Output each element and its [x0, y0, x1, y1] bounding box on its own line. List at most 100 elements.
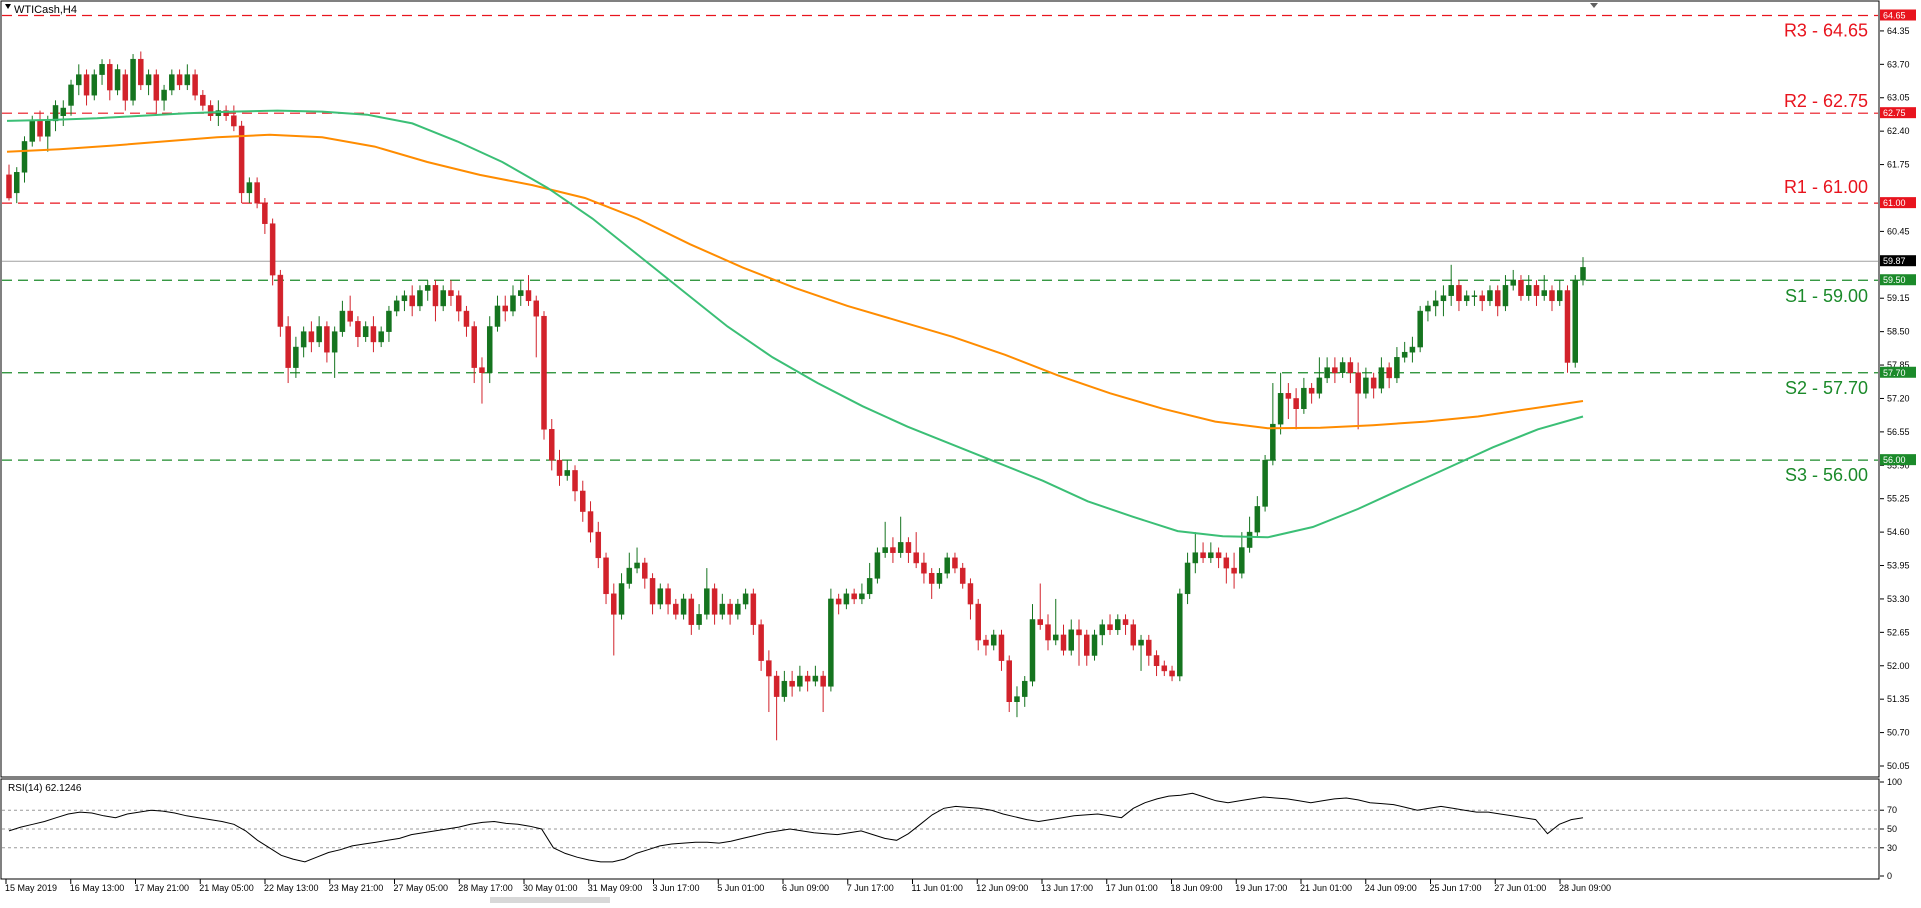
candle-body [1518, 279, 1524, 296]
time-tick-label: 28 Jun 09:00 [1559, 883, 1611, 893]
candle-body [1029, 619, 1036, 682]
candle-body [1177, 593, 1183, 677]
price-tick-label: 57.20 [1887, 393, 1910, 403]
level-price-tag [1880, 9, 1916, 21]
candle-body [921, 562, 927, 574]
chart-title: WTICash,H4 [5, 4, 77, 16]
candle-body [1169, 670, 1175, 677]
candle-body [184, 74, 191, 86]
candle-body [76, 74, 82, 86]
candle-body [1115, 619, 1121, 631]
candle-body [440, 290, 446, 307]
candle-body [138, 58, 144, 86]
support-resistance-levels [2, 14, 1878, 461]
candle-body [424, 285, 431, 291]
candle-body [122, 74, 129, 101]
time-tick-label: 7 Jun 17:00 [847, 883, 894, 893]
candle-body [246, 182, 253, 194]
candle-body [1386, 367, 1392, 379]
candle-body [626, 567, 633, 584]
candle-body [6, 174, 12, 199]
candle-body [595, 531, 602, 559]
candle-body [432, 285, 439, 307]
candle-body [913, 552, 919, 564]
candle-body [200, 94, 206, 106]
price-pane: R3 - 64.65 R2 - 62.75 R1 - 61.00 S1 - 59.00… [0, 0, 1916, 778]
moving-average-orange [6, 133, 1584, 430]
candle-body [161, 89, 167, 101]
level-label: S3 - 56.00 [1785, 465, 1868, 485]
candle-body [750, 593, 757, 625]
candle-body [657, 588, 664, 605]
candle-body [386, 310, 392, 332]
time-tick-label: 30 May 01:00 [523, 883, 578, 893]
candle-body [1021, 680, 1028, 697]
candle-body [1394, 357, 1400, 379]
candle-body [1308, 387, 1315, 394]
candle-body [866, 578, 873, 595]
candle-body [52, 105, 59, 122]
candle-body [959, 567, 966, 584]
candle-body [1494, 290, 1501, 307]
candle-body [502, 305, 508, 312]
candle-body [983, 639, 989, 646]
candle-body [843, 593, 850, 605]
time-tick-label: 18 Jun 09:00 [1171, 883, 1223, 893]
candle-body [936, 572, 943, 584]
candle-body [773, 675, 780, 697]
level-price-tag [1880, 454, 1916, 466]
candle-body [1014, 696, 1020, 702]
candle-body [812, 675, 819, 682]
candle-body [719, 603, 726, 615]
time-tick-label: 24 Jun 09:00 [1365, 883, 1417, 893]
price-tick-label: 58.50 [1887, 327, 1910, 337]
level-price-tag [1880, 197, 1916, 209]
candle-body [611, 593, 617, 615]
candle-body [401, 295, 408, 302]
candle-body [680, 598, 687, 615]
candle-body [60, 107, 67, 116]
time-tick-label: 16 May 13:00 [70, 883, 125, 893]
candle-body [362, 326, 369, 338]
candle-body [1355, 372, 1361, 394]
candle-body [549, 429, 555, 461]
level-label: R3 - 64.65 [1784, 21, 1868, 41]
candle-body [642, 562, 648, 579]
price-tick-label: 62.40 [1887, 126, 1910, 136]
horizontal-scrollbar[interactable] [490, 897, 610, 903]
candle-body [254, 182, 260, 204]
candle-body [479, 367, 485, 374]
price-tick-label: 63.05 [1887, 93, 1910, 103]
rsi-tick-label: 70 [1887, 805, 1897, 815]
candle-body [1525, 285, 1532, 296]
candle-body [316, 326, 322, 343]
candle-body [238, 125, 245, 194]
candle-body [587, 511, 594, 533]
candle-body [1277, 393, 1284, 425]
candle-body [766, 660, 772, 677]
candle-body [874, 552, 881, 579]
candle-body [1060, 634, 1067, 651]
candle-body [556, 459, 563, 476]
price-tick-label: 59.15 [1887, 293, 1910, 303]
candle-body [618, 583, 625, 615]
candle-body [525, 290, 532, 302]
candle-body [1239, 547, 1245, 574]
candle-body [1091, 634, 1098, 656]
candle-body [1471, 295, 1478, 297]
candle-body [804, 675, 811, 682]
level-label: R2 - 62.75 [1784, 91, 1868, 111]
candle-body [789, 680, 795, 687]
candle-body [308, 331, 315, 343]
candle-body [517, 290, 524, 296]
candle-body [1572, 279, 1578, 363]
candle-body [711, 588, 718, 615]
candle-body [1556, 290, 1563, 302]
candle-body [1417, 310, 1423, 348]
candle-body [471, 326, 477, 368]
candle-body [564, 470, 571, 476]
level-price-tag-text: 56.00 [1883, 455, 1906, 465]
rsi-pane: 100 70 50 30 0 RSI(14) 62.1246 [0, 777, 1902, 881]
candle-body [1285, 393, 1292, 399]
